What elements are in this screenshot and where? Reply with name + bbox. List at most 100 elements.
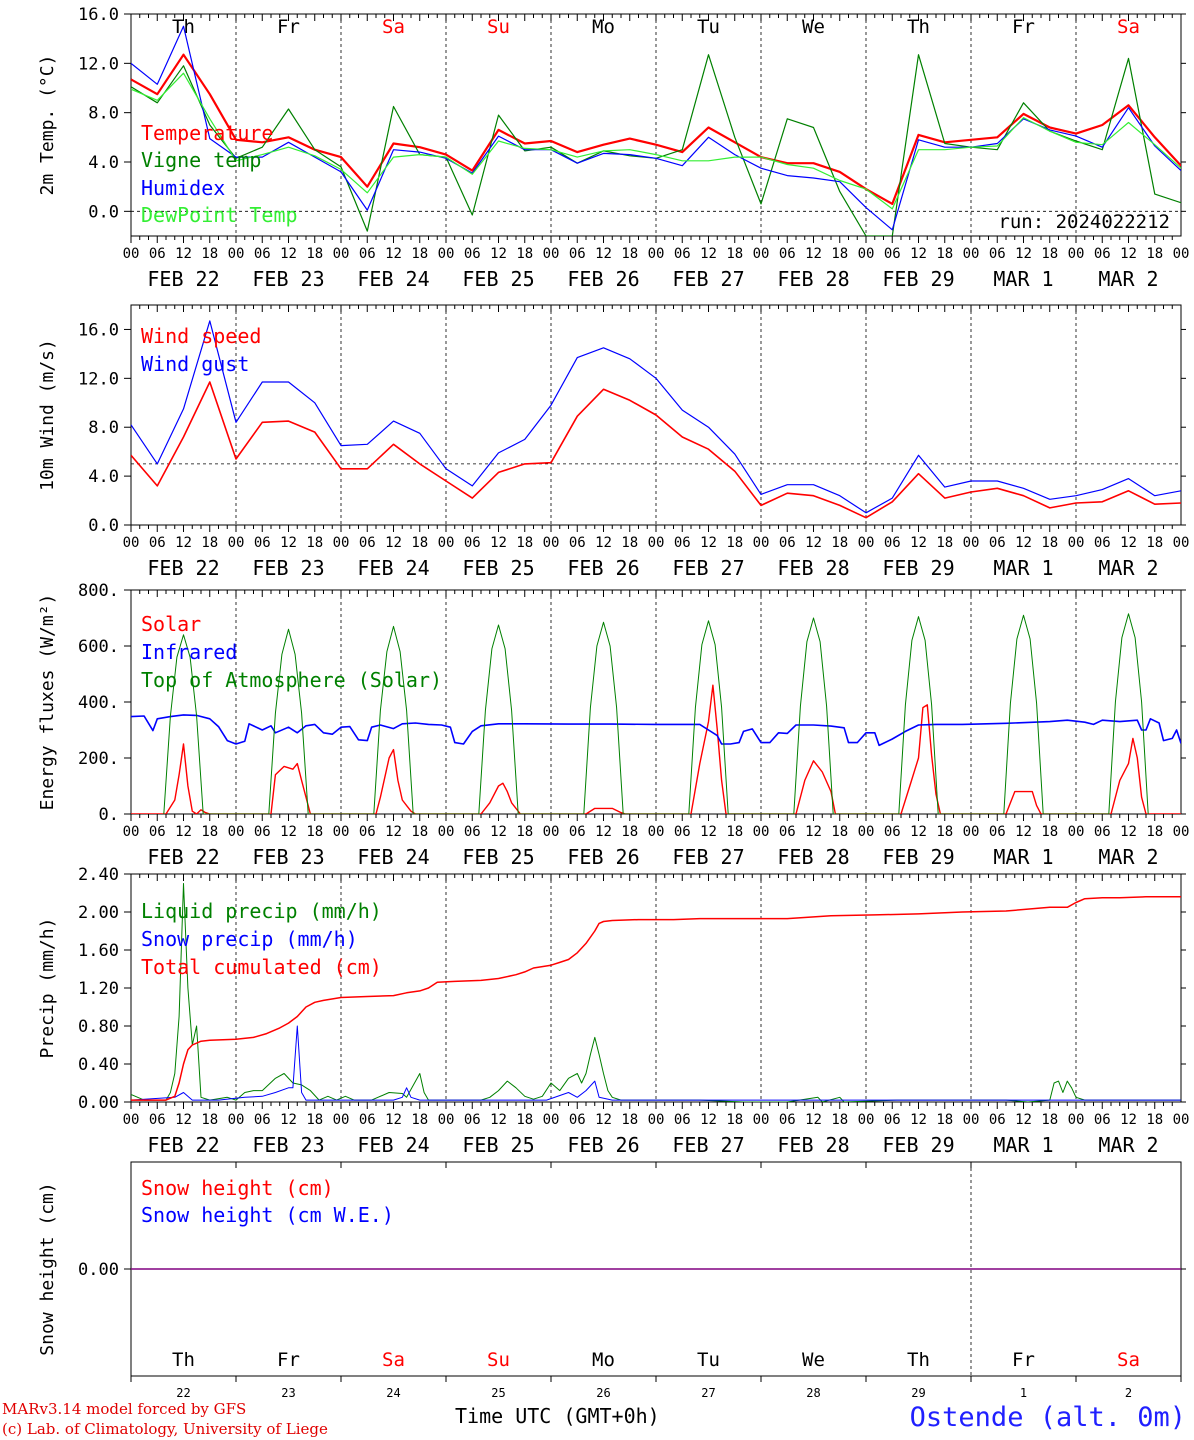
x-hour-label: 12 bbox=[1120, 535, 1137, 551]
x-hour-label: 06 bbox=[464, 1112, 481, 1128]
x-hour-label: 06 bbox=[254, 535, 271, 551]
legend-entry: Vigne temp bbox=[141, 148, 261, 172]
x-date-label: FEB 28 bbox=[777, 267, 849, 291]
x-hour-label: 18 bbox=[726, 824, 743, 840]
x-hour-label: 00 bbox=[333, 246, 350, 262]
x-hour-label: 06 bbox=[1094, 246, 1111, 262]
y-axis-label: Precip (mm/h) bbox=[37, 918, 58, 1059]
legend-entry: Snow height (cm) bbox=[141, 1176, 334, 1200]
x-hour-label: 00 bbox=[1068, 246, 1085, 262]
x-hour-label: 12 bbox=[490, 1112, 507, 1128]
x-hour-label: 00 bbox=[438, 246, 455, 262]
x-hour-label: 00 bbox=[1068, 1112, 1085, 1128]
x-hour-label: 06 bbox=[779, 824, 796, 840]
day-number-label: 28 bbox=[806, 1386, 820, 1400]
x-hour-label: 00 bbox=[1068, 535, 1085, 551]
x-hour-label: 18 bbox=[936, 535, 953, 551]
y-tick-label: 200. bbox=[78, 749, 119, 769]
x-hour-label: 18 bbox=[411, 824, 428, 840]
x-hour-label: 06 bbox=[359, 535, 376, 551]
x-hour-label: 12 bbox=[910, 824, 927, 840]
weekday-label: Th bbox=[907, 16, 930, 38]
x-date-label: FEB 27 bbox=[672, 556, 744, 580]
weekday-label: Tu bbox=[697, 1349, 720, 1371]
y-tick-label: 0.80 bbox=[78, 1017, 119, 1037]
y-tick-label: 0.40 bbox=[78, 1055, 119, 1075]
x-hour-label: 12 bbox=[1015, 535, 1032, 551]
x-hour-label: 12 bbox=[1120, 824, 1137, 840]
x-date-label: MAR 1 bbox=[993, 845, 1053, 869]
x-hour-label: 00 bbox=[228, 246, 245, 262]
x-hour-label: 00 bbox=[123, 535, 140, 551]
x-hour-label: 18 bbox=[516, 1112, 533, 1128]
x-hour-label: 18 bbox=[516, 824, 533, 840]
x-date-label: MAR 2 bbox=[1098, 556, 1158, 580]
x-hour-label: 18 bbox=[201, 824, 218, 840]
x-date-label: FEB 28 bbox=[777, 845, 849, 869]
y-tick-label: 0. bbox=[99, 805, 119, 825]
x-hour-label: 06 bbox=[674, 824, 691, 840]
x-hour-label: 18 bbox=[621, 1112, 638, 1128]
y-axis-label: 10m Wind (m/s) bbox=[37, 339, 58, 491]
x-hour-label: 00 bbox=[543, 535, 560, 551]
x-hour-label: 18 bbox=[1146, 535, 1163, 551]
x-hour-label: 18 bbox=[411, 535, 428, 551]
x-hour-label: 06 bbox=[149, 246, 166, 262]
x-hour-label: 12 bbox=[175, 824, 192, 840]
x-hour-label: 06 bbox=[674, 1112, 691, 1128]
x-hour-label: 06 bbox=[569, 535, 586, 551]
x-hour-label: 00 bbox=[753, 535, 770, 551]
x-hour-label: 18 bbox=[726, 246, 743, 262]
x-hour-label: 00 bbox=[333, 824, 350, 840]
x-hour-label: 00 bbox=[438, 1112, 455, 1128]
x-hour-label: 06 bbox=[779, 246, 796, 262]
x-hour-label: 06 bbox=[359, 824, 376, 840]
x-hour-label: 12 bbox=[385, 246, 402, 262]
x-hour-label: 06 bbox=[989, 246, 1006, 262]
x-date-label: FEB 26 bbox=[567, 845, 639, 869]
x-hour-label: 12 bbox=[490, 535, 507, 551]
weekday-label: Fr bbox=[1012, 16, 1035, 38]
y-tick-label: 2.40 bbox=[78, 865, 119, 885]
x-hour-label: 00 bbox=[963, 246, 980, 262]
weekday-label: We bbox=[802, 16, 825, 38]
y-tick-label: 0.0 bbox=[88, 202, 119, 222]
series-line-blue bbox=[131, 320, 1181, 514]
x-hour-label: 06 bbox=[1094, 1112, 1111, 1128]
legend-entry: Snow height (cm W.E.) bbox=[141, 1203, 394, 1227]
x-hour-label: 00 bbox=[543, 824, 560, 840]
legend-entry: Solar bbox=[141, 612, 201, 636]
x-date-label: FEB 26 bbox=[567, 556, 639, 580]
x-hour-label: 00 bbox=[123, 1112, 140, 1128]
x-hour-label: 18 bbox=[516, 535, 533, 551]
x-hour-label: 00 bbox=[438, 535, 455, 551]
x-hour-label: 12 bbox=[595, 824, 612, 840]
x-date-label: FEB 26 bbox=[567, 267, 639, 291]
x-date-label: FEB 29 bbox=[882, 267, 954, 291]
y-tick-label: 16.0 bbox=[78, 320, 119, 340]
x-hour-label: 12 bbox=[595, 1112, 612, 1128]
x-hour-label: 00 bbox=[648, 824, 665, 840]
legend-entry: Humidex bbox=[141, 176, 225, 200]
x-hour-label: 12 bbox=[280, 246, 297, 262]
series-line-red bbox=[131, 53, 1181, 205]
x-hour-label: 12 bbox=[595, 535, 612, 551]
x-hour-label: 00 bbox=[1173, 824, 1190, 840]
x-hour-label: 06 bbox=[149, 824, 166, 840]
x-hour-label: 00 bbox=[963, 824, 980, 840]
day-number-label: 29 bbox=[911, 1386, 925, 1400]
x-hour-label: 12 bbox=[280, 824, 297, 840]
x-hour-label: 18 bbox=[831, 535, 848, 551]
x-hour-label: 12 bbox=[700, 246, 717, 262]
x-hour-label: 18 bbox=[831, 246, 848, 262]
x-hour-label: 00 bbox=[648, 535, 665, 551]
x-date-label: MAR 2 bbox=[1098, 1133, 1158, 1157]
x-date-label: FEB 25 bbox=[462, 845, 534, 869]
series-line-red bbox=[131, 381, 1181, 519]
panel-frame bbox=[130, 589, 1182, 815]
x-hour-label: 12 bbox=[700, 535, 717, 551]
weekday-label: Fr bbox=[277, 16, 300, 38]
x-hour-label: 18 bbox=[306, 824, 323, 840]
weekday-label: Tu bbox=[697, 16, 720, 38]
